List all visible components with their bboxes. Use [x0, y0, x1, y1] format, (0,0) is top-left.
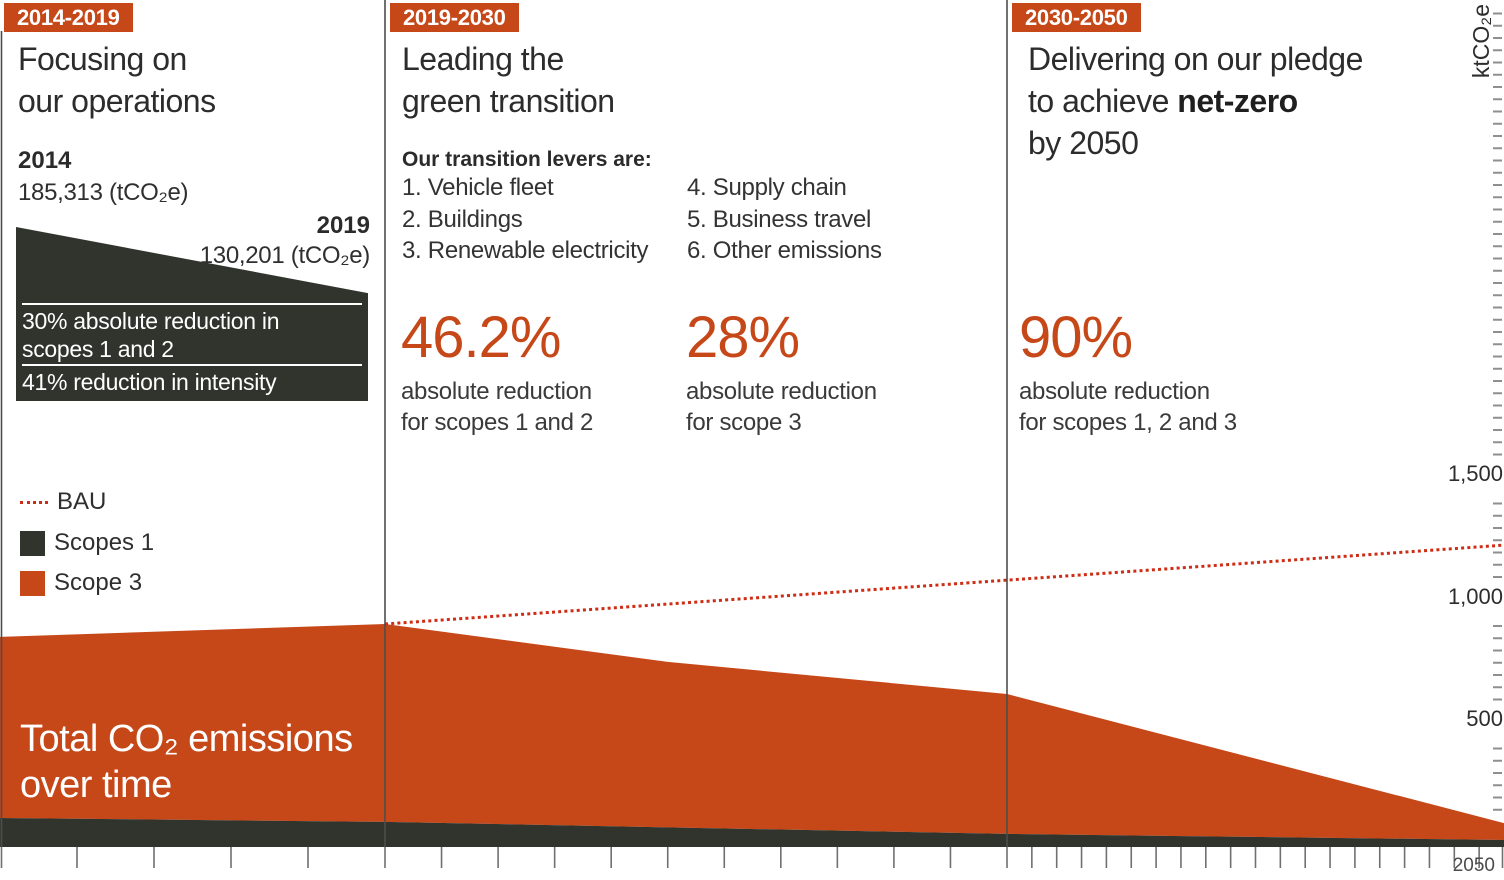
x-axis-2050-label: 2050 [1452, 855, 1495, 876]
chart-title: Total CO₂ emissions over time [20, 716, 353, 808]
period-badge-2030-2050: 2030-2050 [1012, 3, 1141, 32]
chart-title-line1: Total CO₂ emissions [20, 718, 353, 760]
stat-value-90: 90% [1019, 305, 1133, 370]
stat-value-46-2: 46.2% [401, 305, 561, 370]
lever-item-4: 4. Supply chain [687, 174, 847, 201]
lever-item-1: 1. Vehicle fleet [402, 174, 554, 201]
stat-caption-line2: for scopes 1 and 2 [401, 409, 594, 436]
stat-caption-line1: absolute reduction [401, 378, 592, 405]
bau-dotted-line-swatch [20, 500, 48, 504]
column1-heading: Focusing on our operations [18, 38, 216, 122]
lever-item-5: 5. Business travel [687, 205, 872, 233]
scope3-square-swatch [20, 570, 45, 596]
legend-item-scopes1: Scopes 1 [20, 529, 155, 556]
legend-label-bau: BAU [57, 488, 107, 515]
wedge-text-line1: 30% absolute reduction in [22, 308, 280, 334]
period-badge-2019-2030: 2019-2030 [390, 3, 519, 32]
column1-heading-line2: our operations [18, 83, 216, 119]
wedge-divider-line-2 [22, 364, 362, 366]
wedge-text-line3: 41% reduction in intensity [22, 369, 277, 395]
levers-list-a: 1. Vehicle fleet 2. Buildings 3. Renewab… [402, 172, 649, 267]
legend-item-scope3: Scope 3 [20, 569, 143, 596]
chart-title-line2: over time [20, 764, 172, 806]
year-2019-value: 130,201 (tCO₂e) [199, 242, 371, 269]
year-2014-value: 185,313 (tCO₂e) [18, 179, 189, 206]
stat-caption-90: absolute reduction for scopes 1, 2 and 3 [1019, 376, 1237, 438]
scopes1-square-swatch [20, 530, 45, 556]
stat-caption-line1: absolute reduction [686, 378, 877, 405]
legend-item-bau: BAU [20, 488, 107, 515]
y-axis-label-500: 500 [1466, 706, 1503, 731]
stat-value-28: 28% [686, 305, 800, 370]
stat-net-zero: 90% absolute reduction for scopes 1, 2 a… [1019, 308, 1237, 438]
stat-caption-28: absolute reduction for scope 3 [686, 376, 877, 438]
levers-heading: Our transition levers are: [402, 148, 652, 171]
column3-heading-line3: by 2050 [1028, 125, 1139, 161]
stat-caption-line1: absolute reduction [1019, 378, 1210, 405]
levers-list-b: 4. Supply chain 5. Business travel 6. Ot… [687, 172, 882, 267]
wedge-divider-line-1 [22, 303, 362, 305]
stat-caption-line2: for scopes 1, 2 and 3 [1019, 409, 1237, 436]
stat-scopes-1-2: 46.2% absolute reduction for scopes 1 an… [401, 308, 593, 438]
y-axis-label-1000: 1,000 [1447, 584, 1503, 609]
wedge-text-line2: scopes 1 and 2 [22, 336, 174, 362]
net-zero-emphasis: net-zero [1177, 83, 1298, 119]
lever-item-6: 6. Other emissions [687, 237, 882, 264]
stat-scope-3: 28% absolute reduction for scope 3 [686, 308, 877, 438]
y-axis-label-1500: 1,500 [1447, 461, 1503, 486]
year-2014-label: 2014 [18, 147, 72, 174]
y-axis-unit-label: ktCO₂e [1468, 4, 1494, 79]
lever-item-3: 3. Renewable electricity [402, 237, 649, 264]
year-2019-label: 2019 [316, 212, 370, 239]
column3-heading-line1: Delivering on our pledge [1028, 41, 1363, 77]
column2-heading: Leading the green transition [402, 38, 615, 122]
column1-heading-line1: Focusing on [18, 41, 187, 77]
lever-item-2: 2. Buildings [402, 205, 523, 233]
period-badge-2014-2019: 2014-2019 [4, 3, 133, 32]
legend-label-scopes1: Scopes 1 [54, 529, 155, 556]
column2-heading-line2: green transition [402, 83, 615, 119]
stat-caption-46-2: absolute reduction for scopes 1 and 2 [401, 376, 593, 438]
legend-label-scope3: Scope 3 [54, 569, 143, 596]
column2-heading-line1: Leading the [402, 41, 564, 77]
column3-heading: Delivering on our pledge to achieve net-… [1028, 38, 1363, 164]
column3-heading-line2: to achieve net-zero [1028, 83, 1298, 119]
stat-caption-line2: for scope 3 [686, 409, 802, 436]
